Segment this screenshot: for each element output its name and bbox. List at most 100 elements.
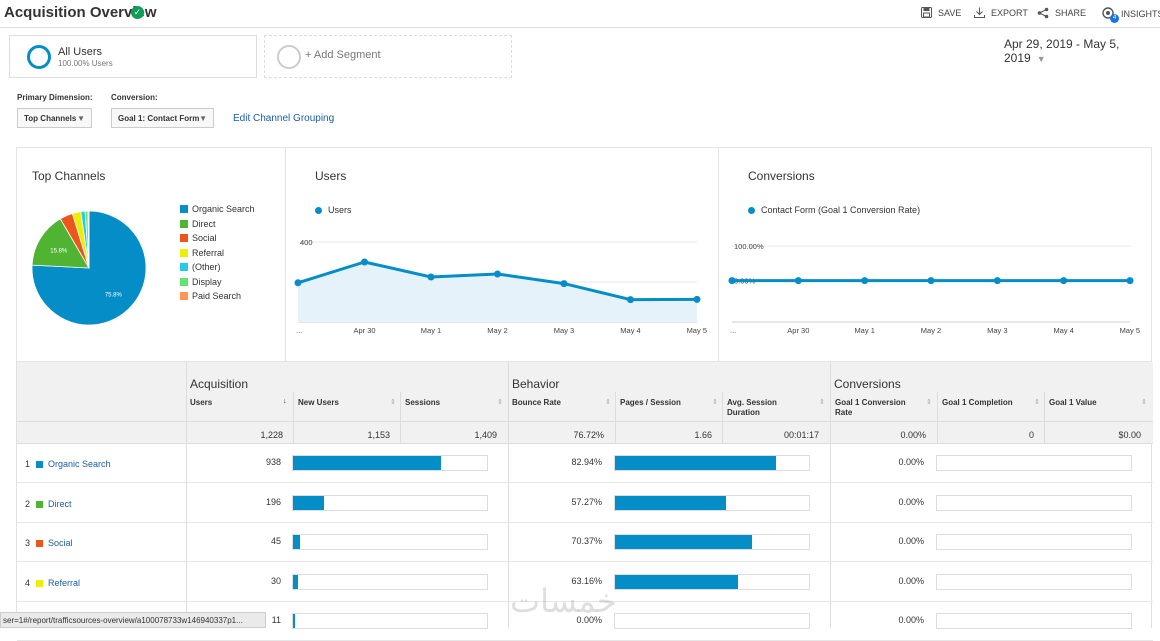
data-point[interactable] bbox=[627, 296, 634, 304]
conversions-legend: Contact Form (Goal 1 Conversion Rate) bbox=[748, 205, 920, 215]
conv-bar bbox=[936, 455, 1132, 471]
data-point[interactable] bbox=[294, 279, 302, 287]
col-goal-value[interactable]: Goal 1 Value bbox=[1049, 398, 1097, 407]
users-bar bbox=[292, 455, 488, 471]
x-tick-label: May 4 bbox=[620, 326, 640, 335]
sort-icon[interactable]: ⇕ bbox=[712, 399, 718, 406]
sort-icon[interactable]: ⇕ bbox=[819, 399, 825, 406]
legend-dot-icon bbox=[315, 206, 322, 214]
chevron-down-icon: ▼ bbox=[1036, 54, 1046, 64]
bounce-rate-value: 82.94% bbox=[571, 457, 602, 467]
sort-icon[interactable]: ⇕ bbox=[1141, 399, 1147, 406]
col-goal-completion[interactable]: Goal 1 Completion bbox=[942, 398, 1013, 407]
data-point[interactable] bbox=[794, 277, 802, 285]
legend-swatch bbox=[180, 277, 188, 286]
bounce-rate-value: 63.16% bbox=[571, 575, 602, 586]
primary-dimension-select[interactable]: Top Channels ▼ bbox=[17, 108, 92, 128]
sort-icon[interactable]: ⇕ bbox=[926, 399, 932, 406]
col-bounce-rate[interactable]: Bounce Rate bbox=[512, 398, 561, 407]
top-channels-title: Top Channels bbox=[32, 169, 106, 183]
data-point[interactable] bbox=[693, 295, 701, 303]
sort-icon[interactable]: ⇕ bbox=[497, 399, 503, 406]
bounce-rate-value: 70.37% bbox=[571, 536, 602, 546]
x-tick-label: May 5 bbox=[687, 326, 707, 335]
col-pages-session[interactable]: Pages / Session bbox=[620, 398, 681, 407]
segment-name: All Users bbox=[58, 46, 103, 58]
conv-rate-value: 0.00% bbox=[898, 457, 924, 467]
legend-item: Referral bbox=[180, 246, 255, 261]
primary-dimension-label: Primary Dimension: bbox=[17, 93, 93, 102]
conversion-select[interactable]: Goal 1: Contact Form ▼ bbox=[111, 108, 214, 128]
add-segment-button[interactable]: + Add Segment bbox=[264, 35, 512, 78]
floppy-disk-icon bbox=[921, 7, 932, 18]
channel-link[interactable]: Referral bbox=[48, 577, 81, 588]
col-new-users[interactable]: New Users bbox=[298, 398, 339, 407]
share-button[interactable]: SHARE bbox=[1037, 7, 1086, 19]
col-avg-session-duration[interactable]: Avg. Session Duration bbox=[727, 398, 777, 417]
edit-channel-grouping-link[interactable]: Edit Channel Grouping bbox=[233, 113, 335, 124]
row-color-swatch bbox=[36, 540, 43, 547]
data-point[interactable] bbox=[361, 258, 368, 266]
legend-label: (Other) bbox=[192, 262, 221, 273]
data-point[interactable] bbox=[927, 277, 935, 285]
sort-icon[interactable]: ⇕ bbox=[1034, 399, 1040, 406]
divider bbox=[722, 392, 723, 444]
data-point[interactable] bbox=[560, 280, 568, 288]
channel-link[interactable]: Social bbox=[48, 538, 73, 548]
pie-slice-direct bbox=[31, 218, 90, 269]
total-new-users: 1,153 bbox=[367, 430, 390, 440]
sort-icon[interactable]: ⇕ bbox=[605, 399, 611, 406]
top-bar: Acquisition Overview ✓ SAVE EXPORT SHARE… bbox=[0, 0, 1160, 28]
conversions-chart-title: Conversions bbox=[748, 169, 815, 183]
legend-label: Display bbox=[192, 276, 222, 287]
export-button[interactable]: EXPORT bbox=[974, 7, 1028, 18]
users-value: 30 bbox=[270, 575, 281, 586]
pie-chart: 75.8% 15.8% bbox=[31, 210, 147, 326]
users-chart-title: Users bbox=[315, 169, 347, 183]
data-point[interactable] bbox=[993, 277, 1001, 285]
x-tick-label: Apr 30 bbox=[787, 326, 809, 335]
legend-item: Paid Search bbox=[180, 289, 255, 304]
col-goal-conversion-rate[interactable]: Goal 1 Conversion Rate bbox=[835, 398, 906, 417]
row-index: 2 bbox=[25, 498, 31, 509]
verified-check-icon: ✓ bbox=[131, 6, 144, 19]
conversion-label: Conversion: bbox=[111, 93, 158, 102]
col-sessions[interactable]: Sessions bbox=[405, 398, 441, 407]
date-range-picker[interactable]: Apr 29, 2019 - May 5, 2019 ▼ bbox=[1004, 37, 1160, 65]
data-point[interactable] bbox=[1126, 277, 1134, 285]
bounce-bar bbox=[614, 455, 810, 471]
x-tick-label: ... bbox=[730, 326, 736, 335]
bounce-bar-fill bbox=[615, 456, 776, 470]
data-point[interactable] bbox=[1060, 277, 1068, 285]
data-point[interactable] bbox=[494, 270, 501, 278]
segment-all-users[interactable]: All Users 100.00% Users bbox=[9, 35, 257, 78]
channel-link[interactable]: Organic Search bbox=[48, 459, 111, 469]
channel-link[interactable]: Direct bbox=[48, 498, 72, 509]
bounce-rate-value: 0.00% bbox=[576, 615, 602, 625]
conversions-line-chart: 100.00%0.00%... Apr 30 May 1 May 2 May 3 May … bbox=[728, 242, 1140, 335]
add-segment-label: + Add Segment bbox=[305, 49, 381, 61]
save-button[interactable]: SAVE bbox=[921, 7, 961, 18]
conv-rate-value: 0.00% bbox=[898, 615, 924, 625]
sort-icon[interactable]: ⇕ bbox=[390, 399, 396, 406]
segment-sub: 100.00% Users bbox=[58, 59, 113, 68]
divider bbox=[830, 362, 831, 628]
data-point[interactable] bbox=[861, 277, 869, 285]
export-label: EXPORT bbox=[991, 7, 1028, 18]
channels-table: Acquisition Behavior Conversions Users ↓… bbox=[16, 362, 1153, 641]
insights-button[interactable]: 4 INSIGHTS bbox=[1102, 7, 1160, 23]
table-row: 1 Organic Search 938 82.94% 0.00% bbox=[17, 444, 1153, 483]
group-behavior: Behavior bbox=[512, 377, 560, 391]
data-point[interactable] bbox=[427, 273, 435, 281]
divider bbox=[1044, 392, 1045, 444]
legend-swatch bbox=[180, 263, 188, 272]
top-channels-panel: Top Channels 75.8% 15.8% Organic Search Di… bbox=[16, 147, 285, 362]
col-users[interactable]: Users bbox=[190, 398, 213, 407]
sort-desc-icon[interactable]: ↓ bbox=[283, 398, 287, 405]
insights-label: INSIGHTS bbox=[1121, 8, 1160, 19]
users-bar-fill bbox=[293, 456, 442, 470]
data-point[interactable] bbox=[728, 277, 736, 285]
legend-swatch bbox=[180, 248, 188, 257]
